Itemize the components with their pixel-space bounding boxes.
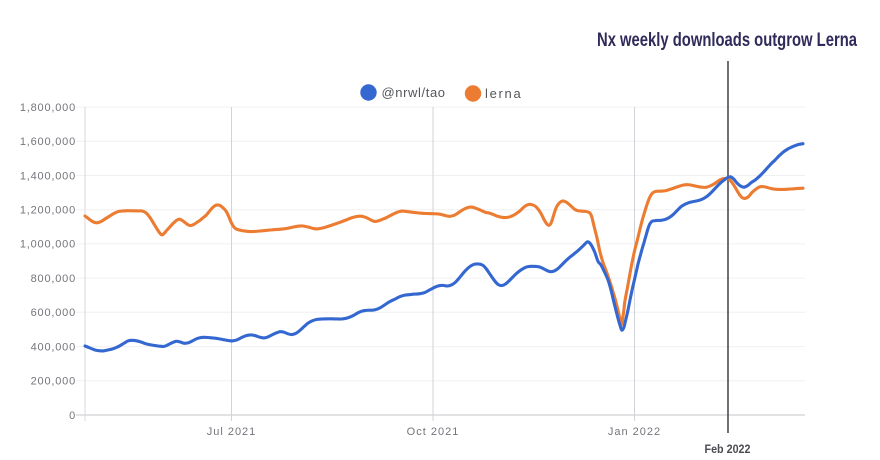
svg-text:1,800,000: 1,800,000 xyxy=(20,102,76,114)
svg-text:@nrwl/tao: @nrwl/tao xyxy=(382,85,446,100)
svg-text:800,000: 800,000 xyxy=(31,273,76,285)
svg-text:Oct 2021: Oct 2021 xyxy=(407,426,460,438)
svg-text:Feb 2022: Feb 2022 xyxy=(705,444,751,456)
svg-text:lerna: lerna xyxy=(485,86,522,101)
svg-text:1,000,000: 1,000,000 xyxy=(20,239,76,251)
svg-text:600,000: 600,000 xyxy=(31,307,76,319)
svg-text:1,400,000: 1,400,000 xyxy=(20,170,76,182)
svg-text:200,000: 200,000 xyxy=(31,376,76,388)
svg-text:Jul 2021: Jul 2021 xyxy=(207,426,257,438)
svg-text:Jan 2022: Jan 2022 xyxy=(608,426,661,438)
svg-text:400,000: 400,000 xyxy=(31,341,76,353)
svg-text:1,200,000: 1,200,000 xyxy=(20,205,76,217)
svg-text:Nx weekly downloads outgrow Le: Nx weekly downloads outgrow Lerna xyxy=(597,29,857,51)
svg-text:0: 0 xyxy=(69,410,76,422)
svg-text:1,600,000: 1,600,000 xyxy=(20,136,76,148)
